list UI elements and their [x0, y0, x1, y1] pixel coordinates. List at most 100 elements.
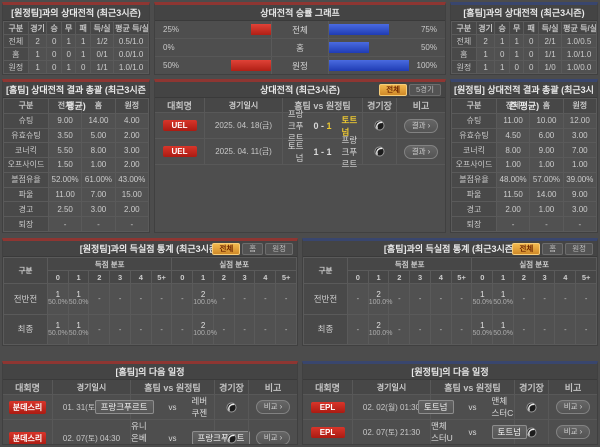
- tab-home[interactable]: 홈: [242, 243, 264, 255]
- stadium-icon[interactable]: [226, 432, 237, 444]
- tab-all-matches[interactable]: 전체: [379, 84, 408, 96]
- stadium-icon[interactable]: [374, 146, 385, 157]
- goal-distribution-cell: -: [109, 313, 131, 345]
- stat-value: 1/1: [537, 47, 563, 61]
- goal-distribution-cell: -: [512, 283, 535, 315]
- goal-distribution-cell: -: [533, 283, 556, 315]
- away-team-name: 토트넘: [341, 114, 358, 137]
- stat-value: 11.50: [495, 186, 531, 203]
- table-row: 오프사이드 1.00 1.00 1.00: [451, 157, 597, 173]
- team-averages-table: 구분 전체 홈 원정 슈팅 9.00 14.00 4.00 유효슈팅 3.50 5.00 2.00 코너…: [3, 98, 149, 232]
- home-bar-track: [191, 42, 271, 53]
- stat-value: 39.00%: [562, 171, 597, 188]
- stat-value: 2.00: [114, 127, 149, 144]
- compare-button[interactable]: 비교 ›: [555, 425, 591, 439]
- goal-distribution-cell: -: [254, 313, 277, 345]
- goal-distribution-cell: -: [512, 313, 535, 345]
- stat-value: 11.00: [495, 112, 531, 129]
- column-header-venue: 경기장: [363, 98, 397, 112]
- goal-distribution-cell: 2 100.0%: [367, 283, 392, 315]
- result-button[interactable]: 결과 ›: [403, 144, 439, 159]
- bin-header: 5+: [450, 270, 473, 284]
- row-label: 슈팅: [3, 112, 49, 129]
- league-badge: UEL: [162, 146, 197, 157]
- panel-away-goal-stats: [홈팀]과의 득실점 통계 (최근3시즌) 전체 홈 원정 구분 득점 분포 실점 …: [302, 238, 598, 346]
- home-win-percent: 0%: [163, 43, 175, 52]
- stat-value: 1: [75, 47, 91, 61]
- column-header: 구분: [451, 98, 497, 114]
- panel-away-team-h2h-record: [홈팀]과의 상대전적 (최근3시즌) 구분 경기 승 무 패 득/실 평균 득/실 전체 2 1…: [450, 2, 598, 75]
- soccer-ball-icon: [374, 146, 385, 157]
- column-header: 전체: [47, 98, 83, 114]
- goal-distribution-cell: -: [346, 313, 369, 345]
- goal-distribution-cell: 2 100.0%: [192, 283, 217, 315]
- stat-value: 2/1: [537, 34, 563, 48]
- stadium-icon[interactable]: [526, 426, 537, 438]
- column-header: 득/실: [89, 21, 115, 35]
- tab-away[interactable]: 원정: [265, 243, 293, 255]
- table-row: 경고 2.00 1.00 3.00: [451, 201, 597, 218]
- goal-distribution-cell: -: [388, 283, 411, 315]
- away-win-percent: 75%: [420, 25, 437, 34]
- result-button[interactable]: 결과 ›: [403, 118, 439, 133]
- bin-header: 0: [46, 270, 69, 284]
- column-group-scored: 득점 분포: [46, 257, 173, 271]
- row-label: 전체: [451, 34, 477, 48]
- panel-title-text: [원정팀]과의 득실점 통계 (최근3시즌): [79, 244, 221, 254]
- tab-away[interactable]: 원정: [565, 243, 593, 255]
- stadium-icon[interactable]: [526, 401, 537, 413]
- panel-title-text: 상대전적 (최근3시즌): [260, 85, 340, 95]
- stat-value: 1: [27, 47, 48, 61]
- goal-distribution-cell: -: [171, 313, 194, 345]
- column-header-teams: 홈팀 vs 원정팀: [431, 380, 515, 394]
- column-header: 승: [46, 21, 62, 35]
- bin-header: 0: [171, 270, 194, 284]
- stat-value: 1.0/0.5: [561, 34, 597, 48]
- soccer-ball-icon: [226, 401, 237, 413]
- stat-value: 1: [494, 60, 510, 74]
- stat-value: 2.00: [114, 157, 149, 173]
- row-label: 볼점유율: [3, 171, 49, 188]
- stadium-icon[interactable]: [374, 120, 385, 131]
- goal-distribution-cell: -: [88, 283, 111, 315]
- bin-header: 5+: [275, 270, 297, 284]
- tab-last-5-matches[interactable]: 5경기: [409, 84, 441, 96]
- stat-value: 1: [475, 60, 496, 74]
- goal-distribution-cell: -: [212, 283, 235, 315]
- goal-stats-row: 최종 -2 100.0% - - - -1 50.0% 1 50.0% - - - -: [303, 313, 597, 345]
- row-label: 최종: [303, 313, 348, 345]
- compare-button[interactable]: 비교 ›: [555, 400, 591, 414]
- stat-value: 7.00: [81, 186, 116, 203]
- table-row: 유효슈팅 4.50 6.00 3.00: [451, 127, 597, 144]
- compare-button[interactable]: 비교 ›: [255, 400, 291, 414]
- table-row: 경고 2.50 3.00 2.00: [3, 201, 149, 218]
- goal-distribution-cell: -: [129, 283, 152, 315]
- row-label: 경고: [451, 201, 497, 218]
- tab-all[interactable]: 전체: [512, 243, 541, 255]
- tab-home[interactable]: 홈: [542, 243, 564, 255]
- column-header-teams: 홈팀 vs 원정팀: [283, 98, 363, 112]
- stat-value: 1: [75, 34, 91, 48]
- row-label: 슈팅: [451, 112, 497, 129]
- table-row: 유효슈팅 3.50 5.00 2.00: [3, 127, 149, 144]
- stat-value: 1: [27, 60, 48, 74]
- league-badge: 분데스리: [8, 400, 47, 414]
- tab-all[interactable]: 전체: [212, 243, 241, 255]
- stadium-icon[interactable]: [226, 401, 237, 413]
- goal-stats-row: 전반전 -2 100.0% - - - -1 50.0% 1 50.0% - - - -: [303, 283, 597, 315]
- goal-distribution-cell: -: [554, 283, 577, 315]
- column-header: 경기: [27, 21, 48, 35]
- goal-distribution-cell: 1 50.0%: [46, 313, 69, 345]
- compare-button[interactable]: 비교 ›: [255, 431, 291, 444]
- row-label: 홈: [3, 47, 29, 61]
- table-row: 퇴장 - - -: [3, 216, 149, 232]
- stat-value: 0.5/1.0: [113, 34, 149, 48]
- home-bar-track: [191, 60, 271, 71]
- stat-value: -: [495, 216, 531, 232]
- stat-value: 0: [523, 34, 539, 48]
- league-badge: EPL: [310, 401, 345, 413]
- home-bar-track: [191, 24, 271, 35]
- vs-label: vs: [468, 402, 477, 412]
- stat-value: -: [81, 216, 116, 232]
